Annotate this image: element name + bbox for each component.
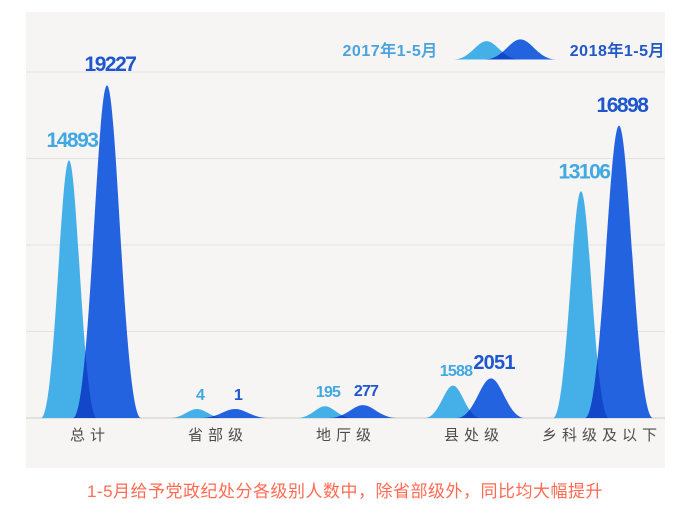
value-label-2018-township-section-below: 16898 (597, 94, 650, 117)
value-label-2017-township-section-below: 13106 (559, 160, 611, 183)
comparison-area-chart: 14893 19227 总计 4 1 省部级 195 277 地厅级 1588 2051 县处级 131… (26, 12, 665, 468)
hump-2018-county-division (457, 378, 525, 418)
hump-2017-total (41, 160, 97, 418)
axis-label-county-division: 县处级 (444, 427, 504, 444)
axis-label-prefecture-department: 地厅级 (316, 427, 376, 444)
hump-2017-township-section-below (553, 191, 609, 418)
hump-2017-prefecture-department (297, 406, 353, 418)
hump-2018-prefecture-department (329, 405, 397, 418)
value-label-2018-provincial-ministerial: 1 (234, 387, 243, 404)
hump-2017-county-division (425, 385, 481, 418)
hump-2017-provincial-ministerial (169, 408, 225, 418)
hump-2018-total (73, 85, 141, 418)
value-label-2017-prefecture-department: 195 (316, 384, 341, 401)
axis-label-provincial-ministerial: 省部级 (188, 427, 248, 444)
value-label-2018-county-division: 2051 (473, 352, 515, 374)
value-label-2018-total: 19227 (85, 53, 137, 76)
hump-2018-provincial-ministerial (201, 408, 269, 418)
value-label-2017-county-division: 1588 (440, 363, 473, 380)
hump-2018-township-section-below (585, 125, 653, 419)
value-label-2017-provincial-ministerial: 4 (196, 387, 205, 404)
value-label-2017-total: 14893 (47, 129, 99, 152)
axis-label-total: 总计 (70, 427, 110, 444)
value-label-2018-prefecture-department: 277 (354, 383, 379, 400)
axis-label-township-section-below: 乡科级及以下 (542, 427, 662, 444)
chart-caption: 1-5月给予党政纪处分各级别人数中，除省部级外，同比均大幅提升 (86, 482, 604, 501)
